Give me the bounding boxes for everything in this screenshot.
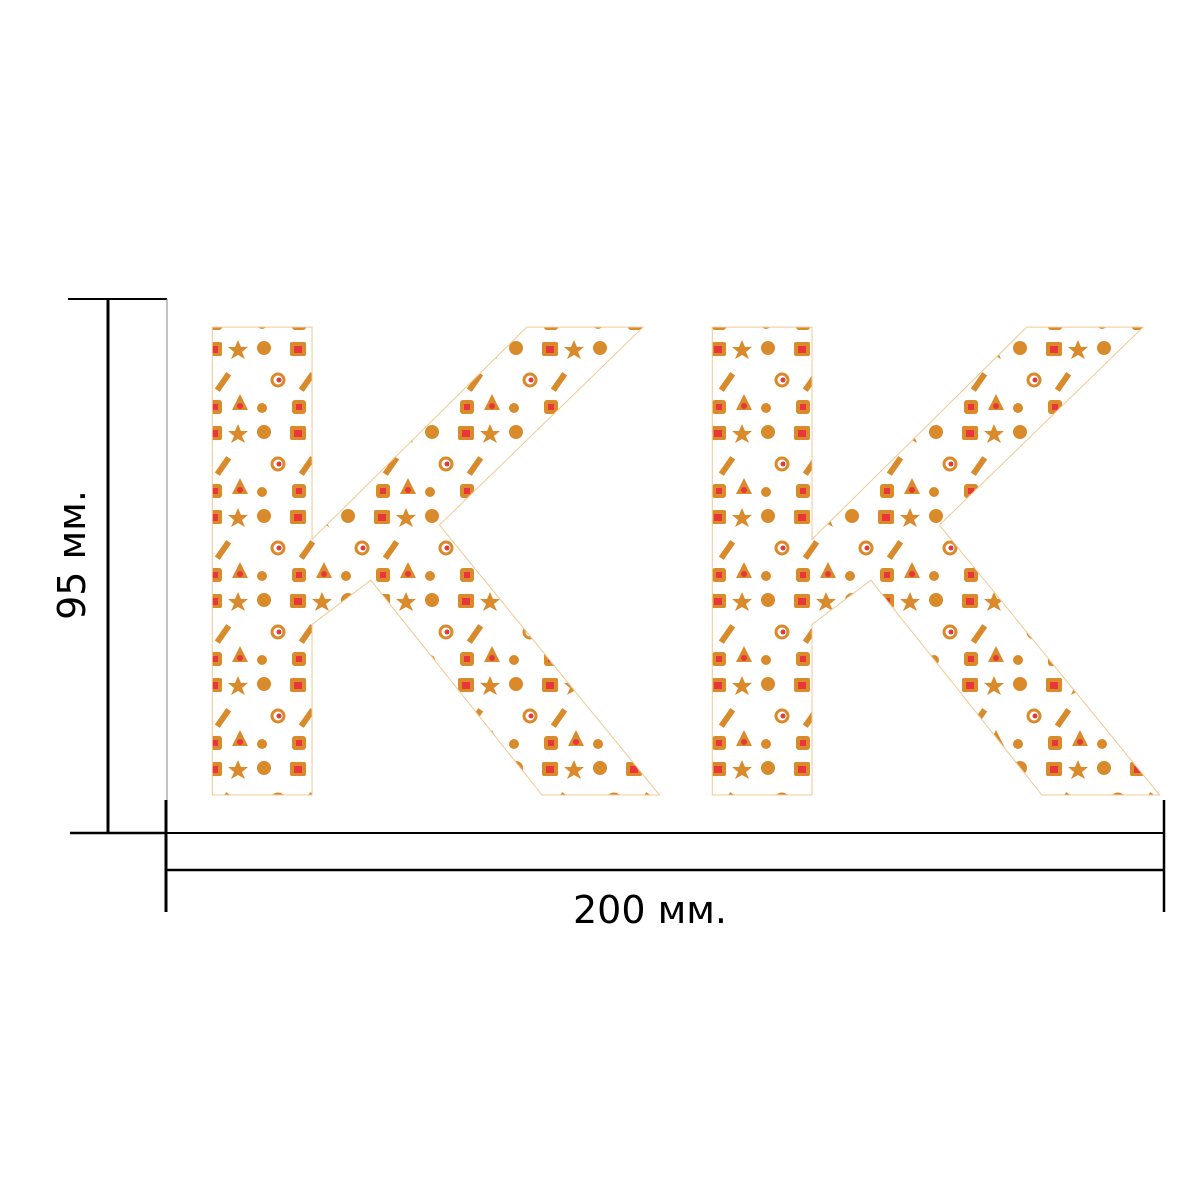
width-dimension-lines <box>164 800 1166 912</box>
width-dimension-label: 200 мм. <box>572 888 728 932</box>
height-dimension-lines <box>68 298 168 835</box>
patterned-letters: KK <box>166 180 1166 940</box>
height-dimension-label: 95 мм. <box>50 490 94 620</box>
